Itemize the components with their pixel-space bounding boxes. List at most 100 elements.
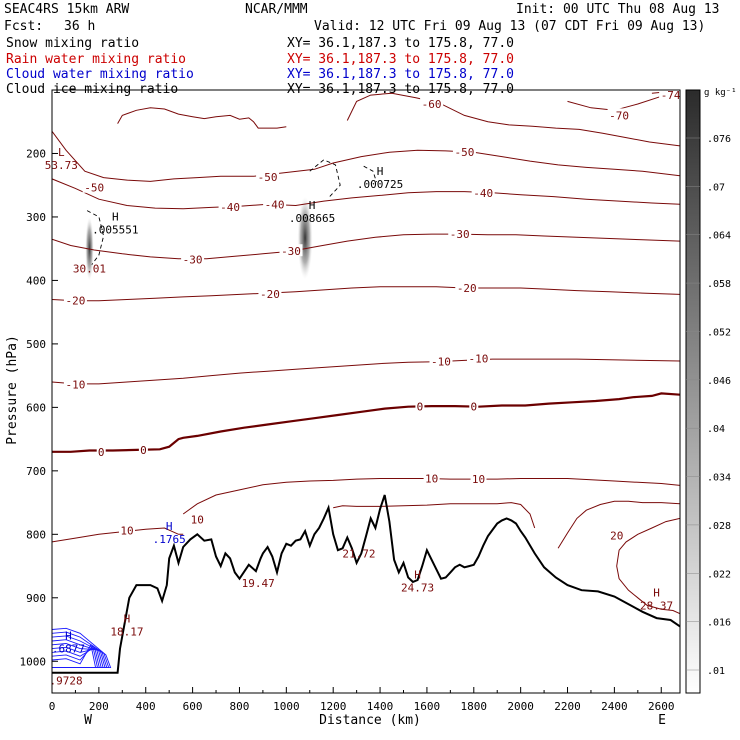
contour-label-bg	[448, 227, 472, 240]
contour-label-bg	[469, 399, 479, 412]
extremum-marker: H	[309, 199, 316, 212]
isotherm-line	[346, 92, 680, 147]
extremum-marker: H	[124, 612, 131, 625]
contour-label: -74	[661, 89, 681, 102]
contour-label: 0	[470, 401, 477, 414]
isotherm-line	[333, 502, 536, 529]
contour-label-bg	[471, 185, 495, 198]
contour-label: -70	[609, 109, 629, 122]
legend: Snow mixing ratio XY= 36.1,187.3 to 175.…	[6, 36, 514, 97]
extremum-marker: H	[653, 586, 660, 599]
contour-label-bg	[466, 351, 490, 364]
contour-label: -30	[450, 228, 470, 241]
contour-label: -20	[457, 282, 477, 295]
x-tick-label: 1400	[367, 700, 394, 713]
colorbar-tick-label: .028	[707, 521, 731, 532]
y-tick-label: 500	[26, 338, 46, 351]
x-tick-label: 2400	[601, 700, 628, 713]
zero-isotherm	[52, 392, 680, 453]
y-tick-label: 600	[26, 401, 46, 414]
legend-label-cloud-water: Cloud water mixing ratio	[6, 67, 194, 82]
title-center: NCAR/MMM	[245, 2, 308, 17]
y-tick-label: 1000	[20, 655, 47, 668]
contour-label-bg	[96, 444, 106, 457]
x-tick-label: 1600	[414, 700, 441, 713]
extremum-value: .6877	[52, 643, 85, 656]
isotherm-line	[52, 233, 680, 260]
cloud-water-contour	[52, 643, 97, 669]
isotherm-line	[557, 500, 680, 549]
snow-contour-dashed	[86, 210, 105, 265]
extremum-value: .000725	[357, 178, 403, 191]
contour-label-bg	[258, 286, 282, 299]
x-tick-label: 1000	[273, 700, 300, 713]
title-left: SEAC4RS 15km ARW	[4, 2, 129, 17]
x-tick-label: 400	[136, 700, 156, 713]
isotherm-line	[52, 358, 680, 385]
y-tick-label: 400	[26, 274, 46, 287]
contour-label: -40	[473, 187, 493, 200]
extremum-marker: L	[58, 146, 65, 159]
legend-xy-cloud-water: XY= 36.1,187.3 to 175.8, 77.0	[287, 67, 514, 82]
legend-xy-rain: XY= 36.1,187.3 to 175.8, 77.0	[287, 52, 514, 67]
colorbar-tick-label: .076	[707, 134, 731, 145]
contour-label: -50	[258, 171, 278, 184]
colorbar-tick-label: .064	[707, 231, 731, 242]
contour-label-bg	[181, 252, 205, 265]
y-tick-label: 800	[26, 528, 46, 541]
colorbar-tick-label: .058	[707, 279, 731, 290]
west-label: W	[84, 713, 92, 728]
colorbar-ramp	[685, 89, 701, 694]
isotherm-line	[117, 107, 287, 129]
contour-label-bg	[256, 169, 280, 182]
colorbar-tick-label: .07	[707, 182, 725, 193]
contour-label-bg	[470, 472, 487, 485]
snow-contour-dashed	[363, 165, 377, 183]
contour-label-bg	[420, 96, 444, 109]
contour-label-bg	[607, 108, 631, 121]
contour-label-bg	[608, 528, 625, 541]
y-tick-label: 900	[26, 592, 46, 605]
contour-label: -10	[65, 379, 85, 392]
snow-contour-dashed	[309, 159, 341, 199]
extremum-marker: H	[166, 520, 173, 533]
extremum-marker: H	[112, 211, 119, 224]
contour-label: 10	[120, 525, 133, 538]
fcst-value: 36 h	[64, 19, 95, 34]
contour-label: -50	[454, 146, 474, 159]
contour-label-bg	[279, 244, 303, 257]
colorbar-tick-label: .04	[707, 424, 725, 435]
extremum-marker: H	[414, 569, 421, 582]
contour-label: -10	[469, 352, 489, 365]
contour-label-bg	[429, 354, 453, 367]
x-axis-label: Distance (km)	[319, 713, 421, 728]
extremum-value: .1765	[153, 533, 186, 546]
y-tick-label: 700	[26, 465, 46, 478]
snow-ice-blob	[297, 196, 313, 280]
extremum-value: 21.72	[342, 547, 375, 560]
extremum-value: 24.73	[401, 582, 434, 595]
extremum-value: 18.17	[110, 625, 143, 638]
colorbar-tick-label: .046	[707, 376, 731, 387]
x-tick-label: 800	[230, 700, 250, 713]
east-label: E	[658, 713, 666, 728]
x-tick-label: 0	[49, 700, 56, 713]
contour-label: -20	[260, 288, 280, 301]
contour-label-bg	[423, 471, 440, 484]
extremum-value: .005551	[92, 224, 138, 237]
contour-label-bg	[659, 88, 683, 101]
colorbar-tick-label: .052	[707, 327, 731, 338]
contour-label-bg	[189, 512, 206, 525]
x-tick-label: 2200	[554, 700, 581, 713]
x-tick-label: 600	[183, 700, 203, 713]
contour-label: 10	[425, 472, 438, 485]
y-tick-label: 300	[26, 211, 46, 224]
extremum-marker: H	[377, 165, 384, 178]
contour-label: -60	[422, 98, 442, 111]
extremum-value: 30.01	[73, 262, 106, 275]
contour-label: 0	[417, 401, 424, 414]
contour-label-bg	[218, 199, 242, 212]
contour-label: 0	[98, 446, 105, 459]
x-tick-label: 2600	[648, 700, 675, 713]
